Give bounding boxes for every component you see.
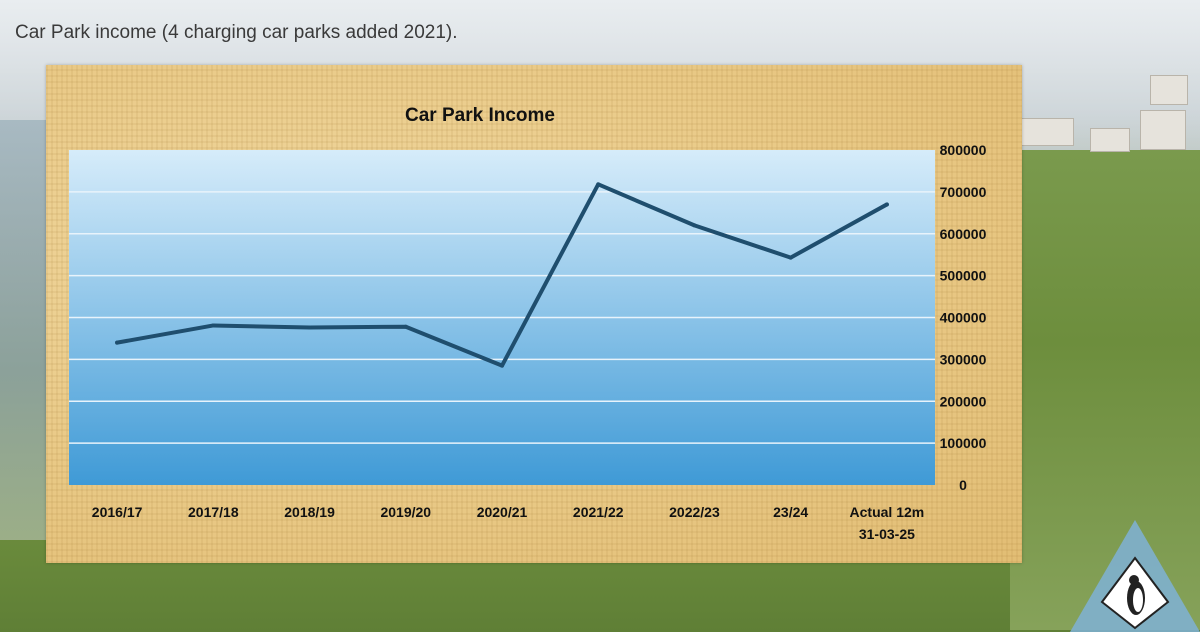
data-point	[500, 363, 504, 368]
slide-title: Car Park income (4 charging car parks ad…	[15, 22, 458, 43]
x-tick-label-line: 2020/21	[477, 504, 528, 520]
x-tick-label-line: 2016/17	[92, 504, 143, 520]
x-tick-label: 2017/18	[188, 504, 239, 520]
x-tick-label: 2021/22	[573, 504, 624, 520]
data-point	[307, 325, 312, 330]
line-layer	[115, 182, 889, 368]
x-tick-label: 2016/17	[92, 504, 143, 520]
data-point	[211, 323, 216, 328]
grid-layer	[69, 191, 935, 444]
y-tick-label: 300000	[940, 351, 987, 367]
x-tick-label: 23/24	[773, 504, 808, 520]
data-point	[403, 324, 408, 329]
x-tick-label-line: 31-03-25	[859, 526, 915, 542]
background-cliff	[1010, 150, 1200, 630]
x-tick-label-line: 23/24	[773, 504, 808, 520]
background-houses	[1010, 70, 1190, 160]
data-point	[788, 255, 793, 260]
chart-svg: Car Park Income 0 100000 200000 300000 40000…	[69, 105, 987, 542]
data-point	[884, 202, 889, 207]
chart-title: Car Park Income	[405, 105, 555, 126]
penguin-triangle-logo-icon	[1070, 520, 1200, 632]
y-tick-label: 0	[959, 477, 967, 493]
y-tick-label: 800000	[940, 142, 987, 158]
house-shape	[1140, 110, 1186, 150]
x-tick-label-line: Actual 12m	[850, 504, 925, 520]
data-point	[115, 340, 120, 345]
house-shape	[1020, 118, 1074, 146]
x-tick-label: 2018/19	[284, 504, 335, 520]
x-tick-label-line: 2021/22	[573, 504, 624, 520]
x-tick-label: 2019/20	[380, 504, 431, 520]
y-tick-label: 100000	[940, 435, 987, 451]
data-point	[692, 223, 697, 228]
y-tick-label: 400000	[940, 310, 987, 326]
x-tick-label-line: 2018/19	[284, 504, 335, 520]
y-tick-label: 500000	[940, 268, 987, 284]
y-tick-label: 200000	[940, 393, 987, 409]
x-axis-ticks: 2016/17 2017/18 2018/19 2019/20 2020/21 2021/…	[92, 504, 924, 542]
y-tick-label: 700000	[940, 184, 987, 200]
y-axis-ticks: 0 100000 200000 300000 400000 500000 600000 700…	[940, 142, 987, 493]
x-tick-label-line: 2019/20	[380, 504, 431, 520]
x-tick-label-line: 2022/23	[669, 504, 720, 520]
house-shape	[1150, 75, 1188, 105]
house-shape	[1090, 128, 1130, 152]
data-point	[596, 182, 601, 187]
chart-panel: Car Park Income 0 100000 200000 300000 40000…	[46, 65, 1022, 563]
x-tick-label: 2020/21	[477, 504, 528, 520]
x-tick-label: Actual 12m 31-03-25	[850, 504, 925, 542]
x-tick-label-line: 2017/18	[188, 504, 239, 520]
y-tick-label: 600000	[940, 226, 987, 242]
x-tick-label: 2022/23	[669, 504, 720, 520]
